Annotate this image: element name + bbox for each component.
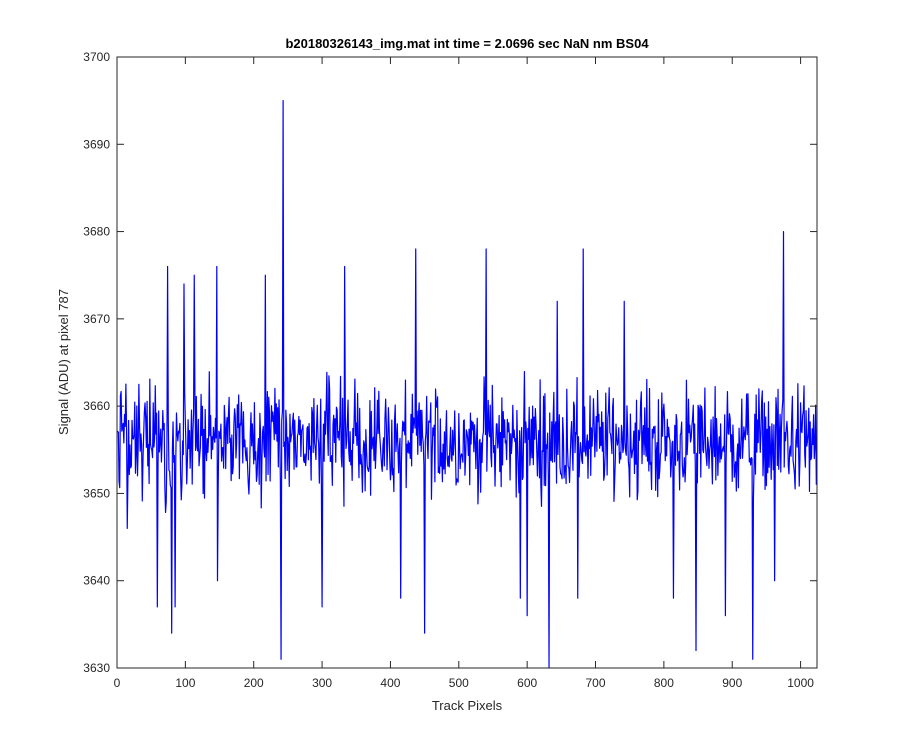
x-tick-label: 1000 bbox=[787, 676, 814, 690]
x-tick-label: 600 bbox=[517, 676, 537, 690]
x-tick-label: 800 bbox=[654, 676, 674, 690]
x-tick-label: 100 bbox=[175, 676, 195, 690]
y-tick-label: 3680 bbox=[83, 225, 110, 239]
y-tick-label: 3670 bbox=[83, 312, 110, 326]
chart-title: b20180326143_img.mat int time = 2.0696 s… bbox=[285, 36, 649, 51]
series-layer bbox=[116, 100, 817, 669]
plot-area bbox=[117, 57, 817, 668]
y-tick-label: 3690 bbox=[83, 137, 110, 151]
y-axis-label: Signal (ADU) at pixel 787 bbox=[56, 289, 71, 435]
axes-box bbox=[116, 56, 818, 669]
x-tick-label: 200 bbox=[244, 676, 264, 690]
y-tick-label: 3650 bbox=[83, 486, 110, 500]
x-tick-label: 900 bbox=[722, 676, 742, 690]
y-tick-label: 3700 bbox=[83, 50, 110, 64]
x-tick-label: 500 bbox=[449, 676, 469, 690]
y-tick-label: 3630 bbox=[83, 661, 110, 675]
x-tick-label: 0 bbox=[114, 676, 121, 690]
y-axis-ticks: 3630 3640 3650 3660 3670 3680 3690 3700 bbox=[83, 50, 817, 675]
x-tick-label: 300 bbox=[312, 676, 332, 690]
x-axis-label: Track Pixels bbox=[432, 698, 503, 713]
y-tick-label: 3640 bbox=[83, 574, 110, 588]
series-line bbox=[116, 100, 817, 669]
x-axis-ticks: 0 100 200 300 400 500 600 700 800 900 1000 bbox=[114, 57, 814, 690]
x-tick-label: 400 bbox=[380, 676, 400, 690]
x-tick-label: 700 bbox=[586, 676, 606, 690]
y-tick-label: 3660 bbox=[83, 399, 110, 413]
